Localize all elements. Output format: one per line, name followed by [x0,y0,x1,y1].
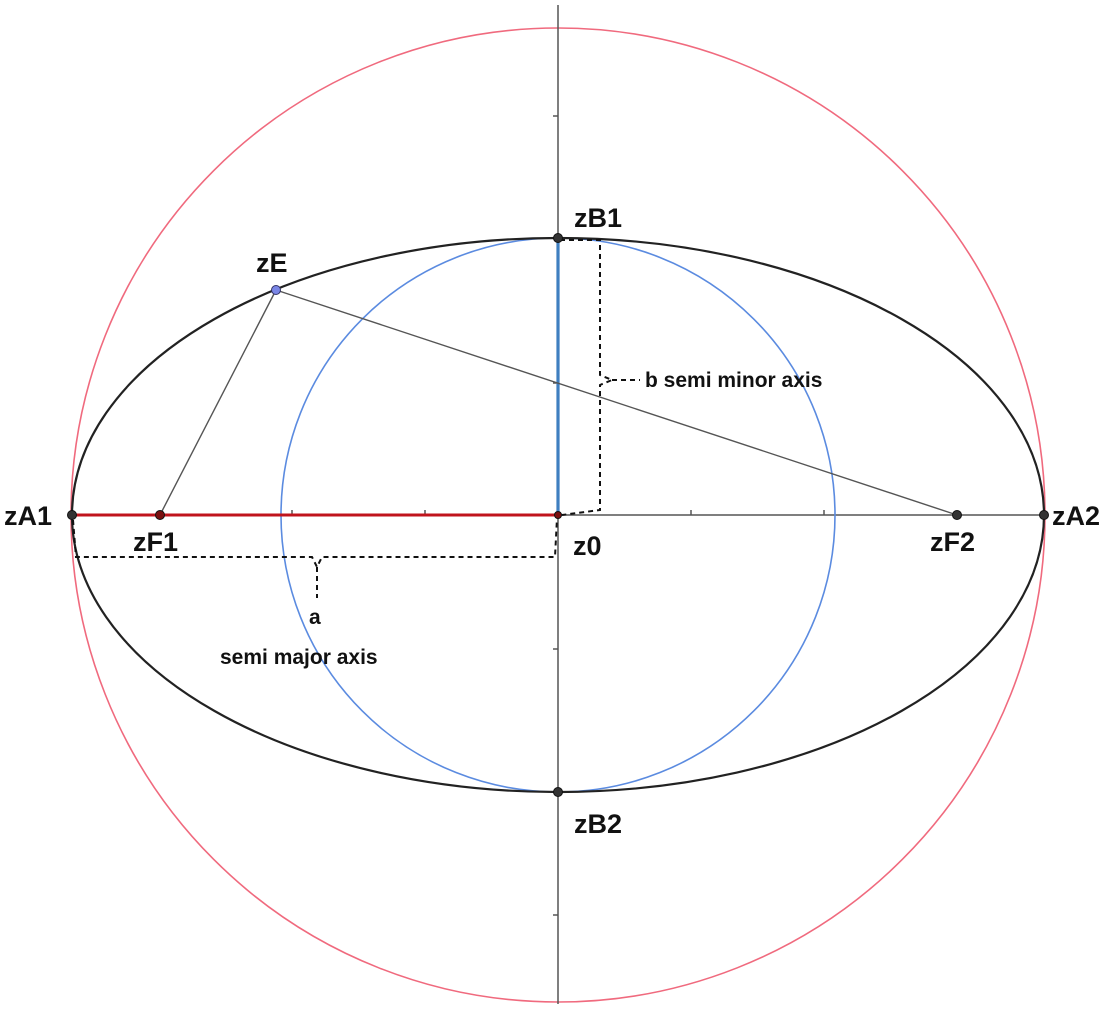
semi-minor-brace [560,239,615,516]
focal-radius-f2 [275,289,958,516]
point-a1 [67,510,77,520]
point-a2 [1039,510,1049,520]
point-f2 [952,510,962,520]
label-o: z0 [573,531,602,561]
focal-radius-f1 [159,289,277,516]
label-b1: zB1 [574,203,622,233]
point-b2 [553,787,563,797]
point-e [271,285,281,295]
point-f1 [155,510,165,520]
semi-major-letter-label: a [309,606,321,629]
semi-major-brace [72,517,558,570]
label-f2: zF2 [930,527,975,557]
label-a1: zA1 [4,501,52,531]
label-e: zE [256,248,288,278]
semi-major-text-label: semi major axis [220,646,378,669]
label-a2: zA2 [1052,501,1100,531]
point-o [554,511,562,519]
point-b1 [553,233,563,243]
semi-minor-label: b semi minor axis [645,369,822,392]
label-f1: zF1 [133,527,178,557]
label-b2: zB2 [574,809,622,839]
